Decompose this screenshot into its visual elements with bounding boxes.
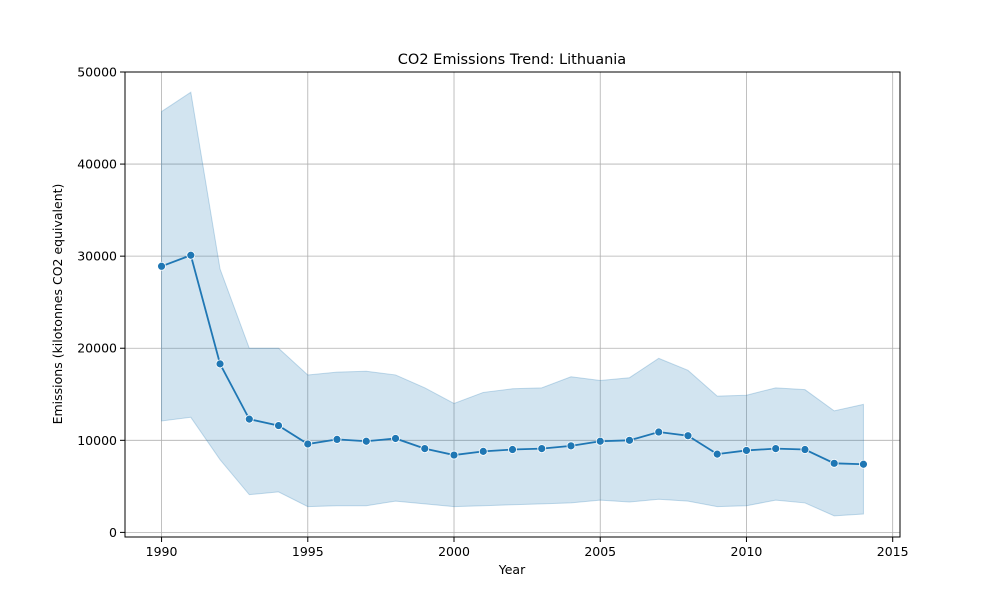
- confidence-band-group: [161, 91, 864, 517]
- data-point: [420, 444, 430, 454]
- data-point: [303, 439, 313, 449]
- x-tick-label: 1990: [146, 544, 178, 559]
- y-tick-label: 10000: [77, 433, 117, 448]
- data-point: [508, 445, 517, 454]
- x-tick-label: 2015: [877, 544, 909, 559]
- data-point: [478, 446, 488, 456]
- y-axis-ticks: 0 10000 20000 30000 40000 50000: [77, 65, 125, 540]
- data-point: [332, 434, 342, 444]
- data-point: [683, 431, 693, 441]
- data-point: [274, 421, 283, 430]
- series-group: [157, 250, 868, 469]
- data-point: [859, 459, 868, 469]
- data-point: [625, 435, 634, 445]
- x-tick-label: 1995: [292, 544, 324, 559]
- data-point: [537, 444, 547, 454]
- data-point: [742, 446, 751, 455]
- x-axis-label: Year: [498, 562, 526, 577]
- y-tick-label: 30000: [77, 249, 117, 264]
- data-point: [215, 359, 225, 369]
- data-point: [654, 427, 664, 437]
- x-tick-label: 2000: [438, 544, 470, 559]
- x-tick-label: 2005: [584, 544, 616, 559]
- data-point: [595, 436, 605, 446]
- confidence-band: [161, 91, 864, 517]
- chart-title: CO2 Emissions Trend: Lithuania: [398, 52, 626, 68]
- data-point: [186, 250, 196, 260]
- y-tick-label: 50000: [77, 65, 117, 80]
- data-point: [800, 445, 810, 454]
- y-tick-label: 20000: [77, 341, 117, 356]
- data-point: [157, 261, 166, 271]
- data-point: [391, 434, 400, 443]
- data-point: [361, 436, 371, 446]
- x-tick-label: 2010: [731, 544, 763, 559]
- x-axis-ticks: 1990 1995 2000 2005 2010 2015: [146, 537, 909, 559]
- plot-frame: [124, 71, 901, 538]
- data-point: [449, 450, 459, 460]
- data-point: [771, 444, 781, 454]
- y-axis-label: Emissions (kilotonnes CO2 equivalent): [50, 184, 65, 425]
- y-tick-label: 40000: [77, 157, 117, 172]
- data-point: [829, 458, 839, 468]
- y-tick-label: 0: [109, 525, 117, 540]
- data-point: [566, 441, 576, 451]
- data-point: [712, 449, 722, 459]
- data-point: [244, 414, 254, 424]
